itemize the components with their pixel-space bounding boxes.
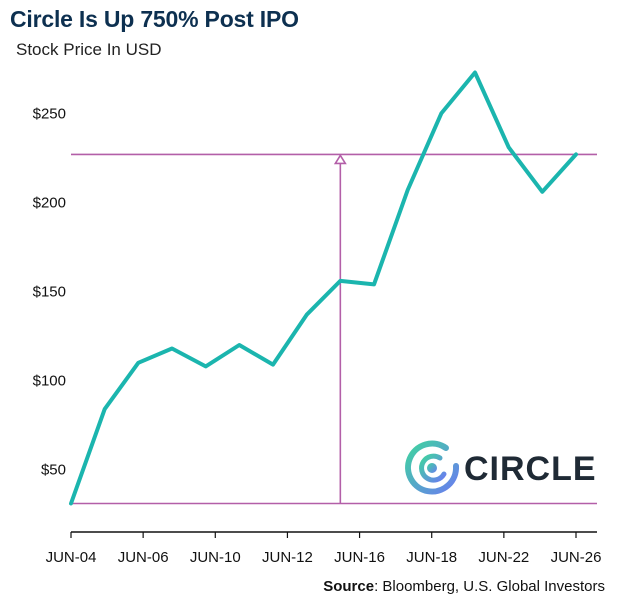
chart-subtitle: Stock Price In USD — [16, 40, 162, 59]
chart-title: Circle Is Up 750% Post IPO — [10, 6, 299, 32]
x-tick-label: JUN-06 — [118, 549, 169, 566]
source-text: : Bloomberg, U.S. Global Investors — [374, 578, 605, 595]
y-tick-label: $250 — [33, 105, 66, 122]
x-tick-label: JUN-10 — [190, 549, 241, 566]
x-tick-label: JUN-04 — [46, 549, 97, 566]
y-tick-label: $200 — [33, 194, 66, 211]
source-note: Source: Bloomberg, U.S. Global Investors — [323, 578, 605, 595]
x-axis-labels: JUN-04 JUN-06 JUN-10 JUN-12 JUN-16 JUN-18 JUN-… — [46, 532, 602, 566]
x-tick-label: JUN-26 — [551, 549, 602, 566]
circle-logo-text: CIRCLE — [464, 450, 597, 488]
y-tick-label: $100 — [33, 373, 66, 390]
series-line-circle-price — [69, 70, 578, 506]
y-tick-label: $150 — [33, 284, 66, 301]
annotation-layer — [71, 153, 597, 505]
circle-logo-icon — [405, 440, 460, 495]
source-label: Source — [323, 578, 375, 595]
gain-arrow-head — [333, 153, 347, 165]
y-tick-label: $50 — [41, 462, 66, 479]
x-tick-label: JUN-16 — [334, 549, 385, 566]
circle-logo: CIRCLE — [405, 440, 597, 495]
x-tick-label: JUN-12 — [262, 549, 313, 566]
x-tick-label: JUN-18 — [406, 549, 457, 566]
x-tick-label: JUN-22 — [478, 549, 529, 566]
y-axis-labels: $50 $100 $150 $200 $250 — [33, 105, 66, 478]
